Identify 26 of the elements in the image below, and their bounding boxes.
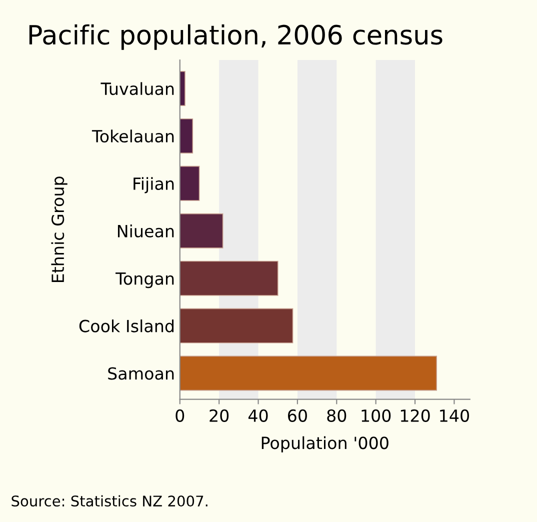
bar	[180, 356, 437, 391]
chart-title: Pacific population, 2006 census	[29, 24, 442, 50]
bar	[180, 213, 224, 248]
x-tick-label: 100	[362, 409, 391, 422]
y-tick-label: Tongan	[116, 272, 174, 288]
y-tick-label: Niuean	[118, 224, 174, 238]
y-axis-title: Ethnic Group	[51, 176, 68, 282]
y-tick-label: Fijian	[134, 177, 174, 194]
x-tick-label: 40	[248, 409, 268, 422]
x-tick-label: 20	[210, 409, 229, 422]
bar	[180, 71, 186, 106]
y-tick-label: Cook Island	[79, 319, 174, 332]
x-tick-label: 120	[400, 409, 430, 422]
bar	[180, 118, 194, 154]
x-tick-label: 80	[327, 409, 346, 422]
source-note: Source: Statistics NZ 2007.	[12, 495, 208, 507]
x-tick-label: 140	[440, 409, 469, 422]
bar	[180, 308, 294, 344]
bar	[180, 166, 200, 201]
y-tick-label: Tuvaluan	[100, 82, 174, 96]
y-tick-label: Samoan	[108, 367, 174, 380]
x-axis-title: Population '000	[262, 436, 388, 452]
y-tick-label: Tokelauan	[92, 130, 174, 143]
x-tick-label: 0	[176, 409, 184, 422]
x-tick-label: 60	[288, 409, 307, 422]
bar	[180, 260, 278, 296]
